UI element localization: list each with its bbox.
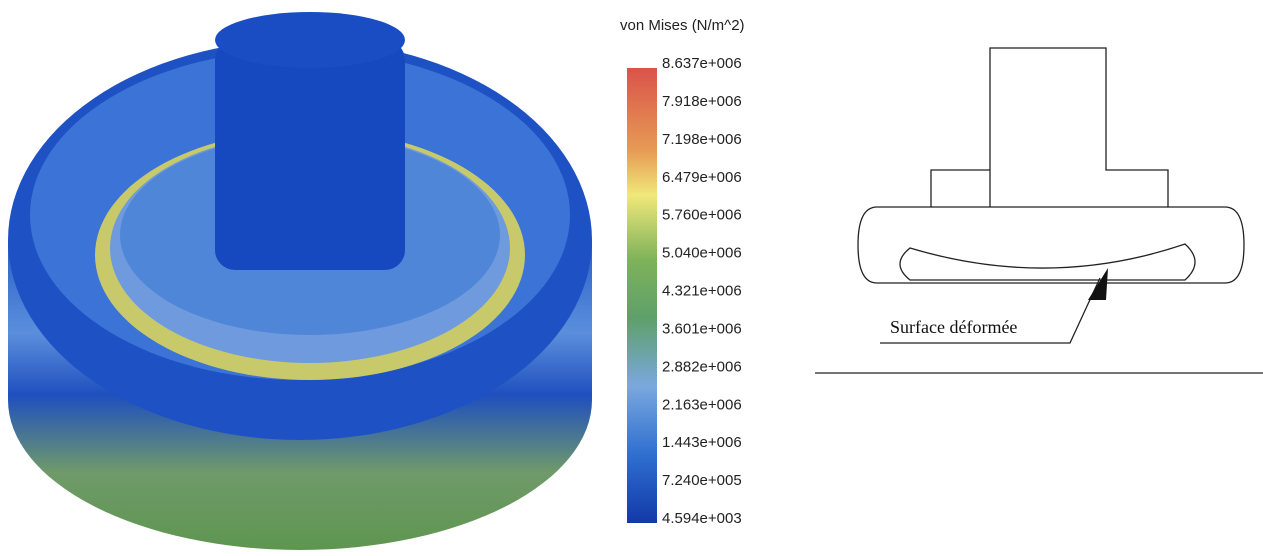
colorbar-tick-label: 4.594e+003 (662, 510, 742, 527)
annotation: Surface déformée (890, 317, 1017, 337)
colorbar-tick-label: 1.443e+006 (662, 434, 742, 451)
colorbar-tick-label: 3.601e+006 (662, 320, 742, 337)
colorbar-tick-label: 7.240e+005 (662, 472, 742, 489)
colorbar-tick-label: 7.198e+006 (662, 131, 742, 148)
colorbar-tick-label: 5.040e+006 (662, 245, 742, 262)
figure: von Mises (N/m^2) 8.637e+006 7.918e+006 7.… (0, 0, 1263, 556)
colorbar-tick-label: 2.163e+006 (662, 396, 742, 413)
colorbar-tick-label: 6.479e+006 (662, 169, 742, 186)
stress-model (8, 12, 592, 550)
colorbar-tick-label: 5.760e+006 (662, 207, 742, 224)
colorbar-tick-label: 2.882e+006 (662, 358, 742, 375)
colorbar (627, 68, 657, 523)
colorbar-tick-label: 4.321e+006 (662, 283, 742, 300)
colorbar-tick-label: 7.918e+006 (662, 93, 742, 110)
section-diagram (815, 48, 1263, 373)
colorbar-tick-label: 8.637e+006 (662, 55, 742, 72)
legend-title: von Mises (N/m^2) (620, 17, 745, 34)
